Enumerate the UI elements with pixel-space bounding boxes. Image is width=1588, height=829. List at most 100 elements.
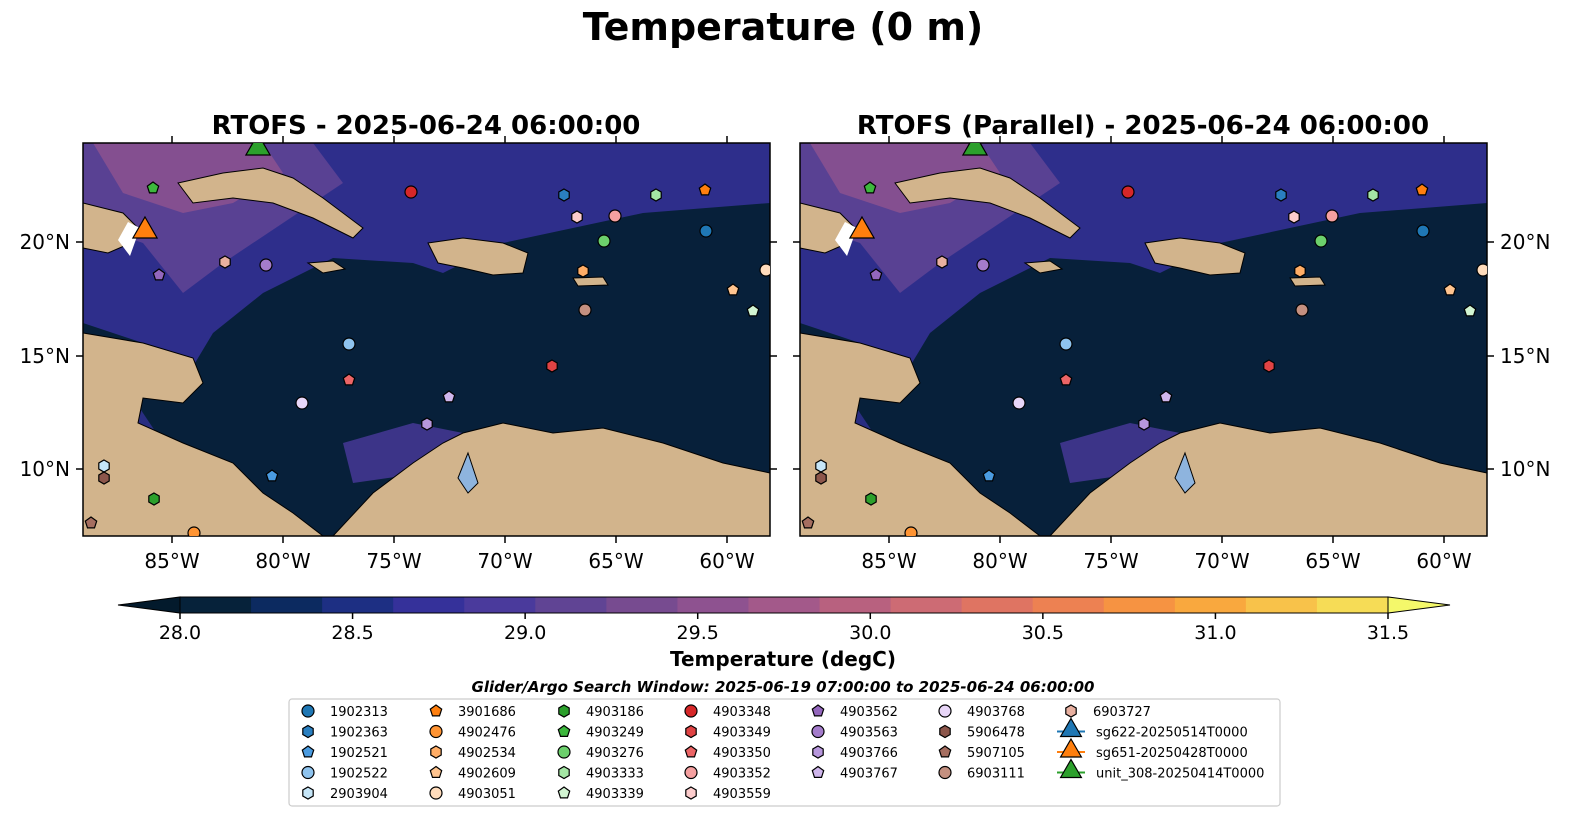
argo-float-4903186 — [865, 492, 877, 506]
colorbar-tick-label: 30.0 — [849, 622, 891, 644]
legend-marker-4903563 — [811, 724, 825, 739]
legend-item: 4903766 — [812, 745, 898, 761]
legend-marker-4903767 — [811, 765, 825, 779]
land-cuba — [177, 167, 364, 239]
argo-float-4903349 — [546, 359, 558, 373]
legend-label: 1902521 — [330, 746, 388, 761]
legend-title: Glider/Argo Search Window: 2025-06-19 07… — [472, 678, 1095, 696]
argo-float-4903352 — [1325, 209, 1339, 223]
argo-float-4903348 — [404, 185, 418, 199]
legend-item: 3901686 — [429, 704, 516, 720]
lat-tick-label-left: 10°N — [20, 457, 70, 481]
legend-item: 1902521 — [301, 745, 388, 761]
colorbar-segment — [1245, 597, 1318, 613]
legend-marker-1902313 — [301, 704, 315, 718]
legend-item: 4903350 — [684, 745, 771, 761]
land-central-america — [800, 332, 1041, 536]
lon-tick-label: 85°W — [861, 549, 916, 573]
legend-marker-4903348 — [684, 704, 698, 718]
argo-float-5907105 — [801, 516, 815, 529]
legend-label: 4902609 — [458, 767, 516, 782]
colorbar-segment — [322, 597, 394, 613]
argo-float-4903186 — [148, 492, 160, 506]
glider-sg651 — [131, 215, 159, 239]
argo-float-1902363 — [1275, 188, 1287, 202]
legend-label: 4903333 — [586, 767, 644, 782]
legend-label: sg651-20250428T0000 — [1096, 746, 1248, 761]
legend-item: 4903348 — [684, 704, 771, 720]
legend-marker-2903904 — [302, 786, 314, 800]
panel-title-left: RTOFS - 2025-06-24 06:00:00 — [212, 111, 641, 141]
colorbar-segment — [677, 597, 749, 613]
colorbar-segment — [1032, 597, 1105, 613]
argo-float-2903904 — [815, 459, 827, 473]
land-puerto-rico — [572, 276, 609, 287]
legend-item: 6903111 — [938, 765, 1025, 782]
argo-float-4903349 — [1263, 359, 1275, 373]
legend-marker-4903339 — [557, 786, 571, 799]
argo-float-1902313 — [699, 224, 713, 238]
argo-float-1902313 — [1416, 224, 1430, 238]
panel-markers — [84, 143, 770, 536]
legend-item: 4903339 — [557, 786, 644, 802]
argo-float-4902534 — [1294, 264, 1306, 278]
legend-marker-4903766 — [812, 745, 824, 759]
legend-item: 1902522 — [301, 765, 388, 782]
argo-float-5906478 — [98, 471, 110, 485]
argo-float-5907105 — [84, 516, 98, 529]
legend-marker-4903350 — [684, 745, 698, 758]
legend-item: 1902313 — [301, 704, 388, 720]
lon-tick-label: 70°W — [477, 549, 532, 573]
colorbar-tick-label: 28.0 — [159, 622, 201, 644]
legend-item: 2903904 — [302, 786, 388, 802]
argo-float-4903563 — [976, 258, 990, 272]
legend-label: 4902476 — [458, 726, 516, 741]
legend-label: 5906478 — [967, 726, 1025, 741]
legend-item: 5906478 — [939, 724, 1025, 741]
legend: 1902313 1902363 1902521 1902522 2903904 39016… — [301, 704, 1264, 802]
legend-marker-5906478 — [939, 724, 951, 739]
land-puerto-rico — [1289, 276, 1326, 287]
legend-marker-4903352 — [684, 765, 698, 780]
legend-label: 4903339 — [586, 787, 644, 802]
argo-float-4903339 — [746, 304, 760, 317]
colorbar-segment — [961, 597, 1034, 613]
figure-title: Temperature (0 m) — [583, 5, 984, 49]
legend-item: 4903276 — [557, 745, 644, 761]
argo-float-4902609 — [726, 283, 740, 296]
legend-marker-4903562 — [811, 704, 825, 717]
colorbar-segment — [1174, 597, 1247, 613]
colorbar-segment — [1103, 597, 1176, 613]
map-panel-left — [83, 143, 770, 536]
colorbar-label: Temperature (degC) — [670, 647, 896, 671]
argo-float-4903562 — [869, 268, 883, 281]
lat-tick-label-right: 15°N — [1500, 344, 1550, 368]
legend-item: 4902609 — [429, 765, 516, 782]
legend-label: 4903559 — [713, 787, 771, 802]
legend-marker-4903768 — [938, 704, 952, 718]
lon-tick-label: 65°W — [588, 549, 643, 573]
argo-float-4903249 — [146, 181, 160, 194]
legend-item: 4903767 — [811, 765, 898, 782]
warm-water-south-coast — [343, 423, 463, 483]
legend-label: 2903904 — [330, 787, 388, 802]
legend-marker-4903333 — [558, 765, 570, 780]
colorbar-tick-label: 31.0 — [1194, 622, 1236, 644]
legend-marker-4902476 — [429, 724, 443, 739]
land-central-america — [83, 332, 324, 536]
lat-tick-label-right: 10°N — [1500, 457, 1550, 481]
colorbar-segment — [393, 597, 465, 613]
lon-tick-label: 75°W — [1083, 549, 1138, 573]
land-south-america — [1049, 422, 1487, 536]
colorbar-segment — [890, 597, 963, 613]
argo-float-4903333 — [650, 188, 662, 202]
colorbar-segment — [748, 597, 821, 613]
legend-label: 4903766 — [840, 746, 898, 761]
argo-float-2903904 — [98, 459, 110, 473]
lon-tick-label: 80°W — [255, 549, 310, 573]
argo-float-6903727 — [936, 255, 948, 269]
legend-label: 3901686 — [458, 705, 516, 720]
argo-float-4903559 — [1288, 210, 1300, 224]
argo-float-1902363 — [558, 188, 570, 202]
lon-tick-label: 75°W — [366, 549, 421, 573]
